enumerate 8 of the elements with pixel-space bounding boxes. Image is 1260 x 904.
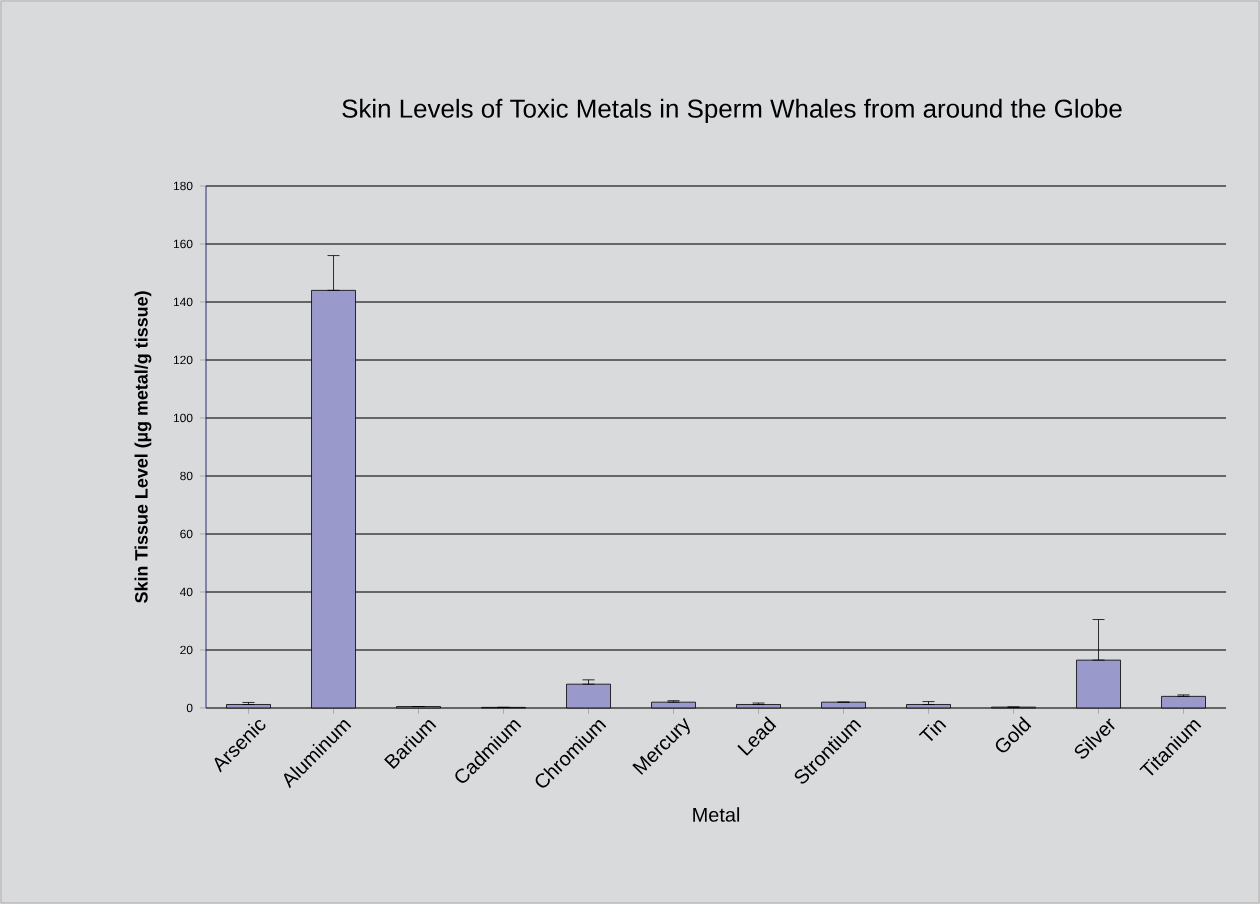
y-axis-title: Skin Tissue Level (µg metal/g tissue) <box>134 291 152 603</box>
bar <box>1161 695 1206 709</box>
bar <box>566 683 611 709</box>
x-axis-title: Metal <box>693 807 740 822</box>
chart-title: Skin Levels of Toxic Metals in Sperm Whales from around the Globe <box>342 98 1122 123</box>
x-tick-label: Tin <box>918 720 947 742</box>
bar <box>651 701 696 709</box>
bar <box>821 701 866 709</box>
